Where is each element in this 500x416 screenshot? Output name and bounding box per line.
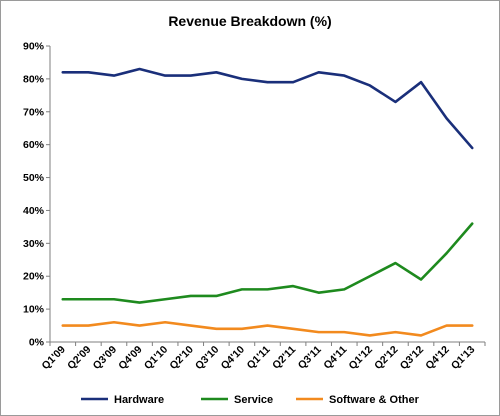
y-tick-label: 50% — [23, 172, 45, 184]
x-tick-label: Q2'12 — [372, 344, 401, 373]
y-tick-label: 0% — [29, 337, 45, 349]
x-tick-label: Q3'12 — [398, 344, 427, 373]
x-tick-label: Q3'09 — [91, 344, 120, 373]
x-tick-label: Q3'10 — [193, 344, 222, 373]
series-line-service — [61, 222, 474, 304]
y-tick-label: 70% — [23, 106, 45, 118]
legend-label-service: Service — [234, 394, 273, 406]
x-tick-label: Q1'10 — [142, 344, 171, 373]
x-tick-label: Q4'11 — [321, 344, 349, 372]
x-tick-label: Q3'11 — [296, 344, 324, 372]
series-line-hardware — [61, 67, 474, 150]
x-tick-label: Q2'09 — [65, 344, 94, 373]
axes: 0%10%20%30%40%50%60%70%80%90%Q1'09Q2'09Q… — [23, 41, 486, 373]
x-tick-label: Q1'12 — [347, 344, 376, 373]
y-tick-label: 10% — [23, 304, 45, 316]
y-tick-label: 30% — [23, 238, 45, 250]
y-tick-label: 40% — [23, 205, 45, 217]
x-tick-label: Q1'13 — [449, 344, 478, 373]
y-tick-label: 80% — [23, 73, 45, 85]
series-line-software-other — [61, 320, 474, 337]
x-tick-label: Q1'11 — [245, 344, 273, 372]
y-tick-label: 20% — [23, 271, 45, 283]
y-tick-label: 90% — [23, 41, 45, 53]
x-tick-label: Q4'12 — [423, 344, 452, 373]
x-tick-label: Q4'09 — [116, 344, 145, 373]
legend-label-software-other: Software & Other — [329, 394, 420, 406]
x-tick-label: Q2'11 — [270, 344, 298, 372]
legend-label-hardware: Hardware — [114, 394, 164, 406]
y-tick-label: 60% — [23, 139, 45, 151]
legend: Hardware Service Software & Other — [81, 394, 420, 406]
series-lines — [61, 67, 474, 337]
chart-title: Revenue Breakdown (%) — [168, 13, 331, 29]
x-tick-label: Q4'10 — [219, 344, 248, 373]
x-tick-label: Q2'10 — [167, 344, 196, 373]
